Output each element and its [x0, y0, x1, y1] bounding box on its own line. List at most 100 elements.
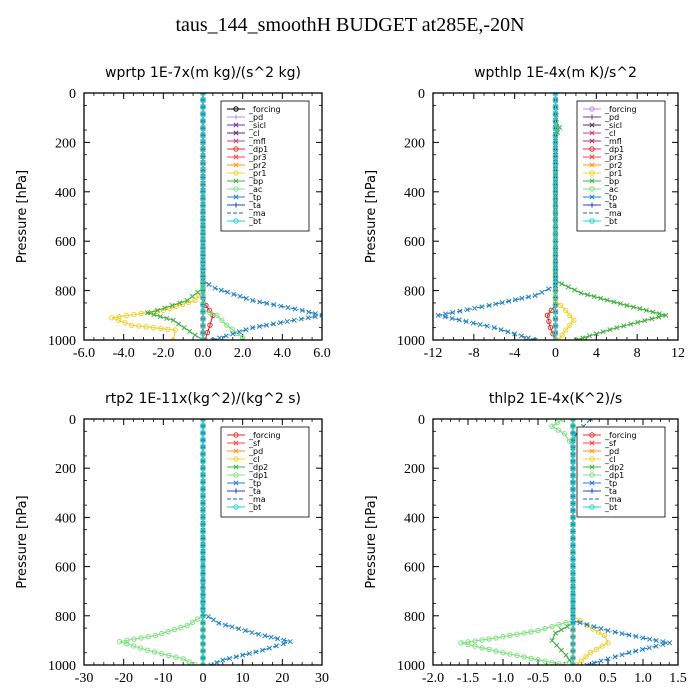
x-tick-label: 10: [236, 671, 250, 686]
series-bt-marker: [200, 458, 206, 464]
x-tick-label: -1.5: [457, 671, 479, 686]
series-bp-marker: [585, 292, 591, 298]
y-axis-label: Pressure [hPa]: [364, 170, 379, 263]
series-bt-marker: [570, 584, 576, 591]
series-dp1-marker: [521, 654, 527, 660]
series-tp-marker: [223, 333, 229, 339]
y-tick-label: 1000: [48, 659, 76, 674]
series-tp-marker: [240, 652, 246, 658]
legend-pd-marker: [233, 114, 239, 120]
legend: _forcing_sf_pd_cl_dp2_dp1_tp_ta_ma_bt: [576, 426, 666, 518]
series-bt-marker: [200, 549, 206, 556]
legend-mfl-marker: [589, 138, 595, 144]
series-pr1-marker: [567, 312, 573, 318]
series-bp-marker: [195, 289, 201, 295]
legend-dp1-label: _dp1: [248, 145, 268, 154]
series-dp1-marker: [123, 641, 130, 647]
y-tick-label: 800: [404, 285, 425, 300]
series-bt-marker: [200, 599, 206, 605]
series-bt-marker: [200, 182, 206, 188]
series-dp1-marker: [549, 623, 555, 630]
y-axis-label: Pressure [hPa]: [15, 495, 30, 588]
y-axis-label: Pressure [hPa]: [364, 495, 379, 588]
series-tp-marker: [640, 635, 646, 641]
legend-dp1-marker: [589, 472, 595, 478]
series-dp1-marker: [514, 631, 520, 637]
series-tp-marker: [231, 291, 237, 297]
series-bp-marker: [565, 284, 571, 290]
series-bt-marker: [570, 419, 576, 422]
x-tick-label: -2.0: [152, 346, 174, 361]
legend-ma-label: _ma: [604, 495, 622, 504]
series-bt-marker: [200, 153, 206, 160]
series-tp-marker: [280, 641, 286, 647]
legend-tp-label: _tp: [248, 193, 261, 202]
series-bt-marker: [552, 316, 559, 322]
legend-dp1-label: _dp1: [604, 145, 624, 154]
y-tick-label: 400: [55, 186, 76, 201]
series-tp-marker: [591, 624, 597, 630]
series-tp-marker: [205, 614, 211, 620]
series-bt-marker: [570, 472, 576, 478]
y-tick-label: 600: [55, 235, 76, 250]
series-tp-marker: [262, 633, 268, 639]
series-bt-marker: [200, 542, 206, 549]
series-pr1-marker: [116, 314, 122, 320]
series-tp-marker: [456, 317, 462, 323]
series-bt-marker: [200, 500, 206, 507]
legend-pr1-label: _pr1: [604, 169, 622, 178]
y-tick-label: 600: [404, 235, 425, 250]
legend-dp1-marker: [233, 472, 239, 478]
series-bt-marker: [552, 309, 559, 315]
series-dp2-marker: [558, 647, 564, 653]
series-dp1-marker: [173, 654, 179, 660]
series-bt-marker: [200, 330, 206, 336]
legend-ma-label: _ma: [248, 209, 266, 218]
legend-tp-marker: [589, 194, 595, 200]
y-tick-label: 400: [404, 511, 425, 526]
series-bt-marker: [200, 160, 206, 167]
x-tick-label: 30: [315, 671, 329, 686]
series-bt-marker: [570, 613, 576, 619]
series-tp-marker: [243, 295, 249, 301]
series-dp1-marker: [549, 423, 555, 430]
plot-area: [117, 419, 293, 665]
series-cl-marker: [593, 646, 600, 653]
y-tick-label: 400: [404, 186, 425, 201]
series-cl-marker: [583, 654, 589, 660]
series-bp-marker: [157, 313, 163, 320]
legend-cl-label: _cl: [248, 455, 260, 464]
legend-cl-marker: [589, 456, 595, 462]
panel-2: wpthlp 1E-4x(m K)/s^2 Pressure [hPa] -12 -8…: [364, 65, 685, 361]
x-tick-label: 0.0: [194, 346, 212, 361]
plot-frame: [83, 418, 323, 666]
series-tp-marker: [250, 325, 256, 331]
series-tp-marker: [518, 333, 525, 339]
series-tp-marker: [584, 662, 590, 665]
y-tick-label: 0: [418, 87, 425, 102]
series-bt-marker: [552, 287, 559, 294]
legend-ta-label: _ta: [604, 487, 617, 496]
series-tp-marker: [210, 337, 216, 340]
series-tp-marker: [218, 287, 224, 293]
series-tp-marker: [532, 292, 538, 299]
legend-ta-marker: [589, 488, 595, 494]
series-bt-marker: [552, 146, 559, 153]
series-bt-marker: [552, 231, 559, 237]
series-bt-marker: [200, 577, 206, 584]
series-dp1-marker: [561, 431, 568, 437]
series-tp-marker: [226, 655, 232, 661]
series-tp-marker: [605, 656, 611, 662]
series-dp1-marker: [131, 636, 137, 642]
legend-sf-label: _sf: [248, 439, 260, 448]
series-bt-marker: [570, 458, 576, 464]
legend-ac-marker: [233, 186, 239, 192]
series-bt-marker: [552, 323, 559, 329]
series-tp-marker: [206, 281, 212, 287]
panel-4: thlp2 1E-4x(K^2)/s Pressure [hPa] -2.0 -1.5…: [364, 391, 687, 686]
series-tp-marker: [464, 307, 470, 313]
series-pr1-marker: [172, 327, 178, 333]
legend-pr1-marker: [233, 170, 239, 176]
series-bt-marker: [570, 486, 576, 492]
series-bt-marker: [200, 620, 206, 626]
